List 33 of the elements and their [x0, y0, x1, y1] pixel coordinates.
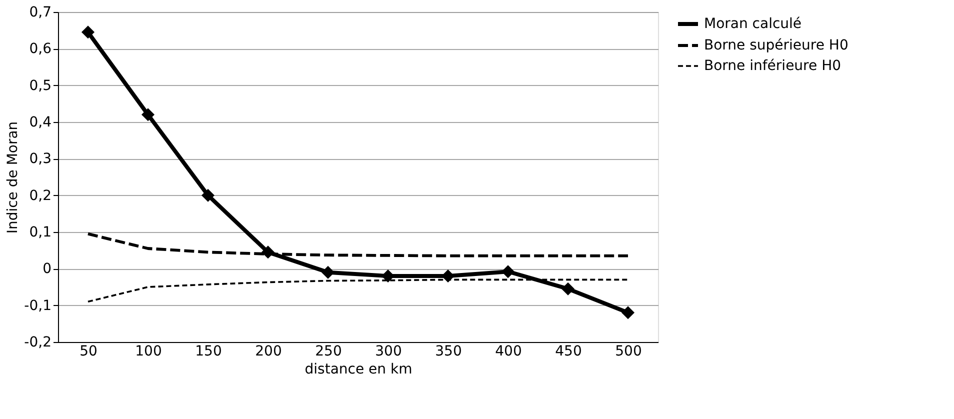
- x-tick-label: 200: [255, 344, 282, 360]
- point: [261, 246, 275, 259]
- x-axis-title: distance en km: [304, 362, 412, 378]
- y-tick-label: 0,6: [29, 41, 52, 58]
- y-tick-label: -0,2: [24, 334, 52, 350]
- legend-label: Borne supérieure H0: [704, 38, 848, 54]
- x-tick-label: 500: [615, 344, 642, 360]
- legend-label: Moran calculé: [704, 16, 802, 32]
- y-tick-label: 0,1: [29, 224, 52, 240]
- x-tick-label: 50: [80, 344, 98, 360]
- point: [81, 26, 95, 39]
- x-tick-label: 150: [195, 344, 222, 360]
- point: [621, 306, 635, 320]
- y-tick-label: 0,3: [29, 151, 52, 168]
- y-tick-label: 0: [42, 261, 52, 278]
- point: [141, 108, 155, 122]
- y-tick-label: 0,4: [29, 114, 52, 130]
- x-tick-label: 450: [555, 344, 582, 360]
- point: [561, 282, 575, 296]
- point: [501, 265, 515, 278]
- y-axis-title: Indice de Moran: [5, 121, 22, 234]
- legend-label: Borne inférieure H0: [704, 58, 841, 74]
- x-tick-label: 100: [135, 344, 162, 360]
- x-tick-label: 250: [315, 344, 342, 360]
- x-tick-label: 350: [435, 344, 462, 360]
- y-tick-label: 0,7: [29, 4, 52, 20]
- x-tick-label: 300: [375, 344, 402, 360]
- point: [201, 188, 215, 202]
- y-tick-label: 0,5: [29, 78, 52, 94]
- y-tick-label: -0,1: [24, 298, 52, 314]
- x-tick-label: 400: [495, 344, 522, 360]
- point: [321, 266, 335, 279]
- y-tick-label: 0,2: [29, 188, 52, 204]
